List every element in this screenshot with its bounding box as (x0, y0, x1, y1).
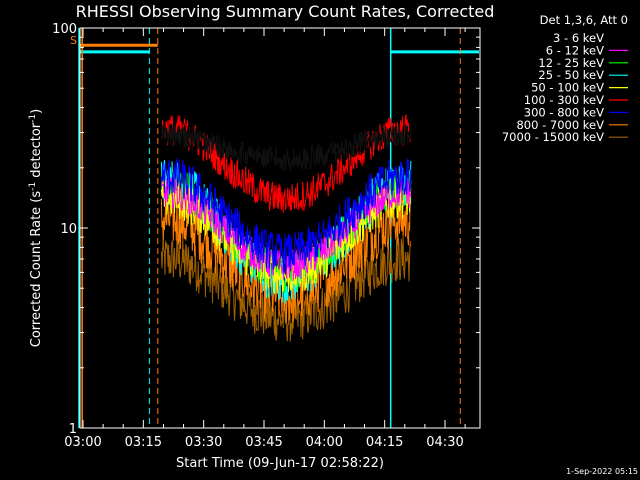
plot-frame (79, 27, 481, 429)
x-tick-label-0: 03:00 (64, 435, 101, 450)
flag-label: S (70, 34, 77, 47)
footer-timestamp: 1-Sep-2022 05:15 (566, 467, 638, 476)
legend-label-8: 7000 - 15000 keV (502, 130, 604, 144)
series-line-3-6kev-overlay (160, 123, 412, 172)
legend-header: Det 1,3,6, Att 0 (540, 13, 628, 27)
y-tick-label-2: 100 (52, 22, 77, 37)
legend-label-7: 800 - 7000 keV (516, 118, 604, 132)
x-tick-label-2: 03:30 (185, 435, 222, 450)
y-tick-label-1: 10 (60, 222, 77, 237)
legend-label-4: 50 - 100 keV (531, 81, 604, 95)
x-axis-label: Start Time (09-Jun-17 02:58:22) (176, 456, 384, 471)
x-tick-label-4: 04:00 (306, 435, 343, 450)
legend-label-6: 300 - 800 keV (524, 105, 604, 119)
series-line-6 (160, 157, 412, 273)
y-axis-ticks: 1 10 100 (52, 22, 480, 437)
x-tick-label-5: 04:15 (366, 435, 403, 450)
legend-label-2: 12 - 25 keV (538, 56, 604, 70)
legend-label-5: 100 - 300 keV (524, 93, 604, 107)
x-tick-label-1: 03:15 (125, 435, 162, 450)
legend-label-3: 25 - 50 keV (538, 68, 604, 82)
y-axis-label: Corrected Count Rate (s-1 detector-1) (28, 109, 44, 347)
legend-label-1: 6 - 12 keV (546, 43, 604, 57)
plot-area: S (70, 28, 479, 428)
legend-label-0: 3 - 6 keV (553, 31, 604, 45)
x-tick-label-6: 04:30 (426, 435, 463, 450)
x-axis-ticks: 03:00 03:15 03:30 03:45 04:00 04:15 04:30 (64, 28, 466, 450)
y-tick-label-0: 1 (69, 422, 77, 437)
chart-title: RHESSI Observing Summary Count Rates, Co… (76, 2, 495, 21)
x-tick-label-3: 03:45 (245, 435, 282, 450)
